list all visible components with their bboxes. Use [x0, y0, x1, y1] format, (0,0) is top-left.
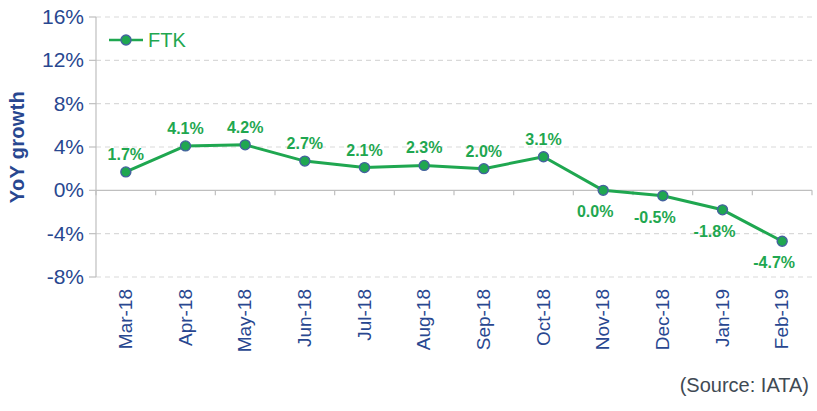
chart-canvas: 16% 12% 8% 4% 0% -4% -8% 1.7% 4.1% 4.2% 2.7% 2.1% 2.…: [0, 0, 817, 411]
source-note: (Source: IATA): [680, 374, 809, 397]
x-tick-label: May-18: [234, 289, 255, 352]
data-point-marker: [181, 141, 191, 151]
x-tick-label: Jan-19: [712, 289, 733, 347]
x-tick-label: Dec-18: [652, 289, 673, 350]
data-point-marker: [718, 205, 728, 215]
data-point-marker: [598, 185, 608, 195]
data-label: 1.7%: [108, 146, 144, 163]
y-tick-label: 12%: [42, 48, 84, 71]
data-point-marker: [360, 163, 370, 173]
y-tick-label: 8%: [54, 92, 84, 115]
x-tick-label: Oct-18: [533, 289, 554, 346]
data-label: 3.1%: [525, 131, 561, 148]
data-point-marker: [121, 167, 131, 177]
ftk-yoy-growth-chart: 16% 12% 8% 4% 0% -4% -8% 1.7% 4.1% 4.2% 2.7% 2.1% 2.…: [0, 0, 817, 411]
data-point-marker: [479, 164, 489, 174]
y-tick-label: 4%: [54, 135, 84, 158]
data-label: -4.7%: [753, 254, 795, 271]
y-tick-label: -8%: [47, 265, 84, 288]
x-tick-label: Aug-18: [413, 289, 434, 350]
data-label: -0.5%: [634, 209, 676, 226]
data-label: 4.1%: [167, 120, 203, 137]
y-axis-title: YoY growth: [6, 91, 29, 203]
data-label: 2.7%: [287, 135, 323, 152]
data-label: 2.3%: [406, 139, 442, 156]
data-label: 4.2%: [227, 119, 263, 136]
y-tick-label: 0%: [54, 178, 84, 201]
data-label: 2.1%: [346, 142, 382, 159]
y-tick-label: -4%: [47, 222, 84, 245]
y-tick-label: 16%: [42, 5, 84, 28]
x-tick-label: Mar-18: [115, 289, 136, 349]
data-label: 2.0%: [466, 143, 502, 160]
x-tick-label: Jul-18: [354, 289, 375, 341]
x-tick-label: Apr-18: [175, 289, 196, 346]
legend-line-marker-icon: [107, 33, 145, 47]
legend-marker: [121, 35, 131, 45]
data-label: -1.8%: [694, 223, 736, 240]
data-point-marker: [419, 160, 429, 170]
data-point-marker: [300, 156, 310, 166]
legend-label: FTK: [148, 30, 186, 50]
data-point-marker: [240, 140, 250, 150]
data-point-marker: [777, 236, 787, 246]
data-point-marker: [658, 191, 668, 201]
x-tick-label: Sep-18: [473, 289, 494, 350]
data-label: 0.0%: [577, 203, 613, 220]
x-tick-label: Nov-18: [592, 289, 613, 350]
x-tick-label: Feb-19: [771, 289, 792, 349]
legend: FTK: [107, 30, 186, 50]
x-tick-label: Jun-18: [294, 289, 315, 347]
data-point-marker: [539, 152, 549, 162]
